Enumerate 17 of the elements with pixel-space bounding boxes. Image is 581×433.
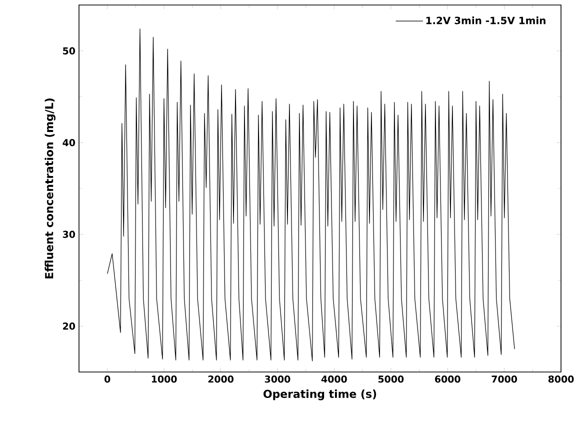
x-tick-label: 3000 [264,376,290,383]
y-tick-label: 40 [62,139,76,146]
legend-label: 1.2V 3min -1.5V 1min [426,16,546,24]
y-axis-title: Effluent concentration (mg/L) [44,98,56,278]
y-tick-label: 20 [63,322,76,330]
x-tick-label: 0 [104,376,110,383]
x-tick-label: 6000 [435,376,460,383]
x-tick-label: 8000 [548,376,574,383]
y-tick-label: 30 [62,230,76,238]
x-tick-label: 1000 [152,376,177,383]
x-tick-label: 2000 [208,376,234,383]
x-tick-label: 4000 [321,376,347,383]
x-axis-title: Operating time (s) [264,390,376,400]
x-tick-label: 7000 [492,376,518,383]
y-tick-label: 50 [63,47,76,54]
line-series [107,28,515,362]
x-tick-label: 5000 [378,376,404,383]
